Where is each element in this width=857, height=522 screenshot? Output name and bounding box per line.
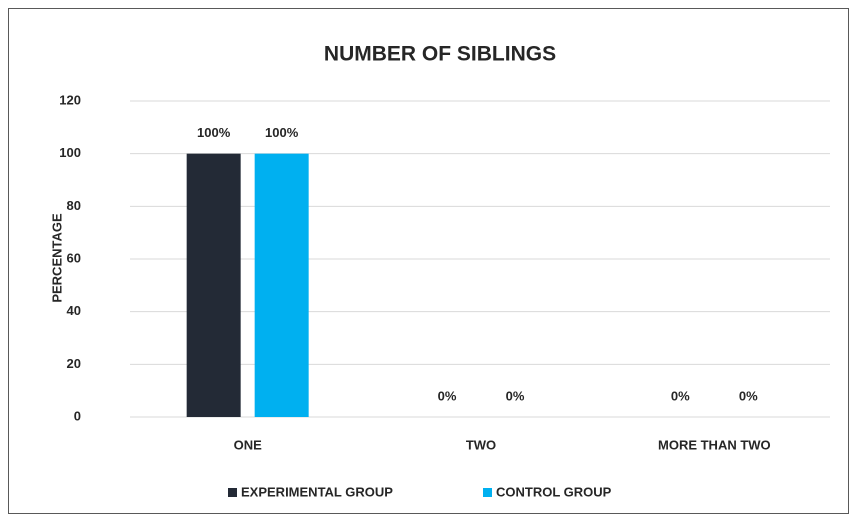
legend-swatch xyxy=(228,488,237,497)
data-label: 0% xyxy=(739,388,758,403)
x-tick-label: ONE xyxy=(234,437,263,452)
y-tick-label: 80 xyxy=(67,198,81,213)
data-label: 100% xyxy=(197,125,231,140)
y-tick-label: 0 xyxy=(74,408,81,423)
y-axis-label: PERCENTAGE xyxy=(49,213,64,303)
y-tick-label: 40 xyxy=(67,303,81,318)
data-label: 100% xyxy=(265,125,299,140)
bar xyxy=(186,153,241,417)
data-label: 0% xyxy=(506,388,525,403)
legend-label: EXPERIMENTAL GROUP xyxy=(241,484,393,499)
chart-title: NUMBER OF SIBLINGS xyxy=(324,43,556,66)
bar xyxy=(254,153,309,417)
x-tick-label: MORE THAN TWO xyxy=(658,437,771,452)
y-tick-label: 20 xyxy=(67,356,81,371)
y-tick-label: 100 xyxy=(59,145,81,160)
legend-label: CONTROL GROUP xyxy=(496,484,612,499)
x-tick-label: TWO xyxy=(466,437,496,452)
chart-border xyxy=(8,8,849,514)
data-label: 0% xyxy=(671,388,690,403)
legend-swatch xyxy=(483,488,492,497)
data-label: 0% xyxy=(438,388,457,403)
y-tick-label: 120 xyxy=(59,92,81,107)
y-tick-label: 60 xyxy=(67,250,81,265)
